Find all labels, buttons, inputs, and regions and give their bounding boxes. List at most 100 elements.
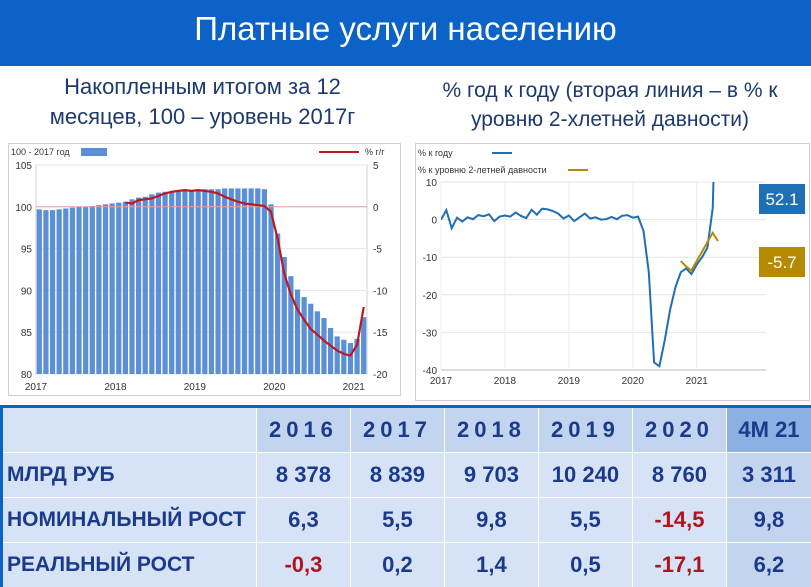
- table-row: МЛРД РУБ 8 378 8 839 9 703 10 240 8 760 …: [3, 452, 811, 498]
- table-cell: 6,3: [255, 497, 351, 543]
- year-header: 2017: [349, 408, 445, 453]
- bar: [288, 276, 294, 374]
- y-right-tick-label: 0: [373, 203, 379, 214]
- bar: [129, 199, 135, 374]
- bar: [248, 188, 254, 374]
- y-tick-label: -10: [423, 253, 438, 264]
- bar: [69, 207, 76, 374]
- bar: [116, 202, 122, 374]
- bar: [268, 204, 274, 374]
- bar: [321, 317, 327, 374]
- bar: [215, 189, 221, 374]
- y-right-tick-label: -20: [373, 370, 388, 381]
- end-label-2yr: -5.7: [767, 253, 796, 272]
- legend-line-label: % г/г: [365, 147, 385, 157]
- subtitle-left-line2: месяцев, 100 – уровень 2017г: [49, 104, 356, 129]
- bar: [149, 194, 155, 374]
- x-tick-label: 2020: [263, 382, 286, 393]
- table-cell: 9,8: [725, 497, 811, 543]
- bar: [175, 191, 181, 374]
- x-tick-label: 2017: [25, 382, 48, 393]
- bar: [255, 188, 261, 374]
- bar: [182, 190, 188, 374]
- bar: [347, 343, 354, 374]
- y-tick-label: -20: [423, 291, 438, 302]
- bar: [188, 190, 195, 374]
- plot-area: [441, 182, 766, 370]
- bar: [281, 256, 287, 374]
- bar: [49, 210, 56, 374]
- bar: [208, 189, 215, 374]
- year-header: 2018: [443, 408, 539, 453]
- table-cell: 1,4: [443, 542, 539, 587]
- year-header: 4M 21: [725, 408, 811, 453]
- table-cell: -17,1: [631, 542, 727, 587]
- bar: [275, 233, 281, 374]
- bar: [122, 201, 128, 374]
- bar: [341, 339, 347, 374]
- bar: [162, 191, 168, 374]
- row-label: РЕАЛЬНЫЙ РОСТ: [3, 542, 257, 587]
- table-cell: 3 311: [725, 452, 811, 498]
- table-cell: 10 240: [537, 452, 633, 498]
- y-tick-label: 0: [431, 216, 437, 227]
- bar: [308, 303, 314, 374]
- bar: [56, 209, 62, 374]
- y-left-tick-label: 95: [21, 245, 33, 256]
- y-left-tick-label: 100: [15, 203, 32, 214]
- year-header: 2016: [255, 408, 351, 453]
- y-left-tick-label: 80: [21, 370, 33, 381]
- table-cell: 5,5: [537, 497, 633, 543]
- table-cell: 5,5: [349, 497, 445, 543]
- bar: [195, 190, 201, 374]
- y-tick-label: 10: [426, 178, 438, 189]
- bar: [109, 203, 115, 374]
- subtitle-left-line1: Накопленным итогом за 12: [64, 74, 341, 99]
- table-cell: 9 703: [443, 452, 539, 498]
- table-cell: -14,5: [631, 497, 727, 543]
- table-header-row: 2016 2017 2018 2019 2020 4M 21: [3, 408, 811, 453]
- table-cell: 6,2: [725, 542, 811, 587]
- x-tick-label: 2017: [430, 376, 453, 387]
- page-title: Платные услуги населению: [194, 10, 617, 47]
- x-tick-label: 2020: [622, 376, 645, 387]
- chart-accumulated: 80 85 90 95 100 105 -20 -15 -10 -5 0 5 2017 2018 2019 2…: [8, 143, 401, 396]
- summary-table: 2016 2017 2018 2019 2020 4M 21 МЛРД РУБ …: [3, 408, 811, 587]
- bar: [102, 204, 109, 374]
- year-header: 2019: [537, 408, 633, 453]
- y-tick-label: -40: [423, 366, 438, 377]
- bar: [96, 205, 102, 374]
- bar: [241, 188, 248, 374]
- y-left-tick-label: 85: [21, 328, 33, 339]
- chart-yoy: -40 -30 -20 -10 0 10 2017 2018 2019 2020 2021 % к г…: [415, 143, 810, 401]
- bar: [228, 188, 234, 374]
- bar: [334, 336, 340, 374]
- x-tick-label: 2019: [558, 376, 581, 387]
- x-tick-label: 2018: [104, 382, 127, 393]
- row-label: МЛРД РУБ: [3, 452, 257, 498]
- year-header: 2020: [631, 408, 727, 453]
- y-right-tick-label: -15: [373, 328, 388, 339]
- legend-series2-label: % к уровню 2-летней давности: [418, 165, 547, 175]
- chart-accumulated-svg: 80 85 90 95 100 105 -20 -15 -10 -5 0 5 2017 2018 2019 2…: [11, 147, 388, 393]
- table-cell: 8 839: [349, 452, 445, 498]
- legend-series1-label: % к году: [418, 148, 453, 158]
- end-label-yoy: 52.1: [765, 190, 798, 209]
- bar: [294, 289, 301, 374]
- table-cell: 8 760: [631, 452, 727, 498]
- table-cell: -0,3: [255, 542, 351, 587]
- subtitle-right: % год к году (вторая линия – в % к уровн…: [410, 76, 810, 134]
- table-cell: 0,5: [537, 542, 633, 587]
- subtitle-left: Накопленным итогом за 12 месяцев, 100 – …: [0, 72, 405, 132]
- bar: [301, 297, 307, 374]
- bar: [155, 192, 162, 374]
- end-label-box: [759, 184, 805, 214]
- y-tick-label: -30: [423, 328, 438, 339]
- table-corner: [3, 408, 257, 453]
- bar: [222, 188, 228, 374]
- row-label: НОМИНАЛЬНЫЙ РОСТ: [3, 497, 257, 543]
- bar: [36, 209, 42, 374]
- end-label-box: [759, 247, 805, 277]
- bar: [43, 210, 49, 374]
- y-right-tick-label: -5: [373, 245, 382, 256]
